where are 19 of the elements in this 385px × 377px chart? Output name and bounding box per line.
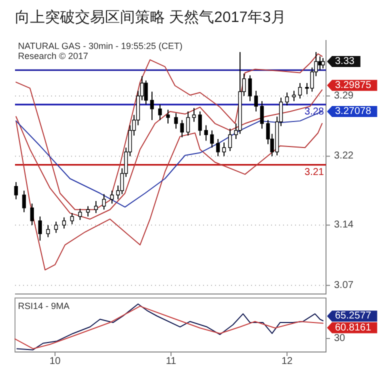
chart-title: RSI14 - 9MA — [18, 301, 70, 311]
ref-line-label: 3.21 — [304, 166, 324, 178]
text: 60.8161 — [335, 322, 372, 334]
text: 65.2577 — [335, 310, 372, 322]
text: 3.33 — [335, 56, 355, 68]
text: 30 — [334, 333, 346, 344]
chart-subtitle: NATURAL GAS - 30min - 19:55:25 (CET) — [18, 41, 183, 51]
x-tick-label: 11 — [166, 356, 177, 367]
ref-line-label: 3.28 — [304, 106, 324, 118]
text: 3.27078 — [335, 106, 372, 117]
y-tick-label: 3.29 — [334, 90, 354, 102]
y-tick-label: 3.22 — [334, 150, 354, 162]
y-tick-label: 3.14 — [334, 220, 354, 231]
y-tick-label: 3.07 — [334, 280, 354, 291]
chart-title: 向上突破交易区间策略 天然气2017年3月 — [15, 9, 286, 26]
x-tick-label: 12 — [281, 356, 294, 367]
annotation: Research © 2017 — [18, 51, 88, 61]
text: 3.29875 — [335, 80, 372, 91]
x-tick-label: 10 — [49, 356, 62, 367]
